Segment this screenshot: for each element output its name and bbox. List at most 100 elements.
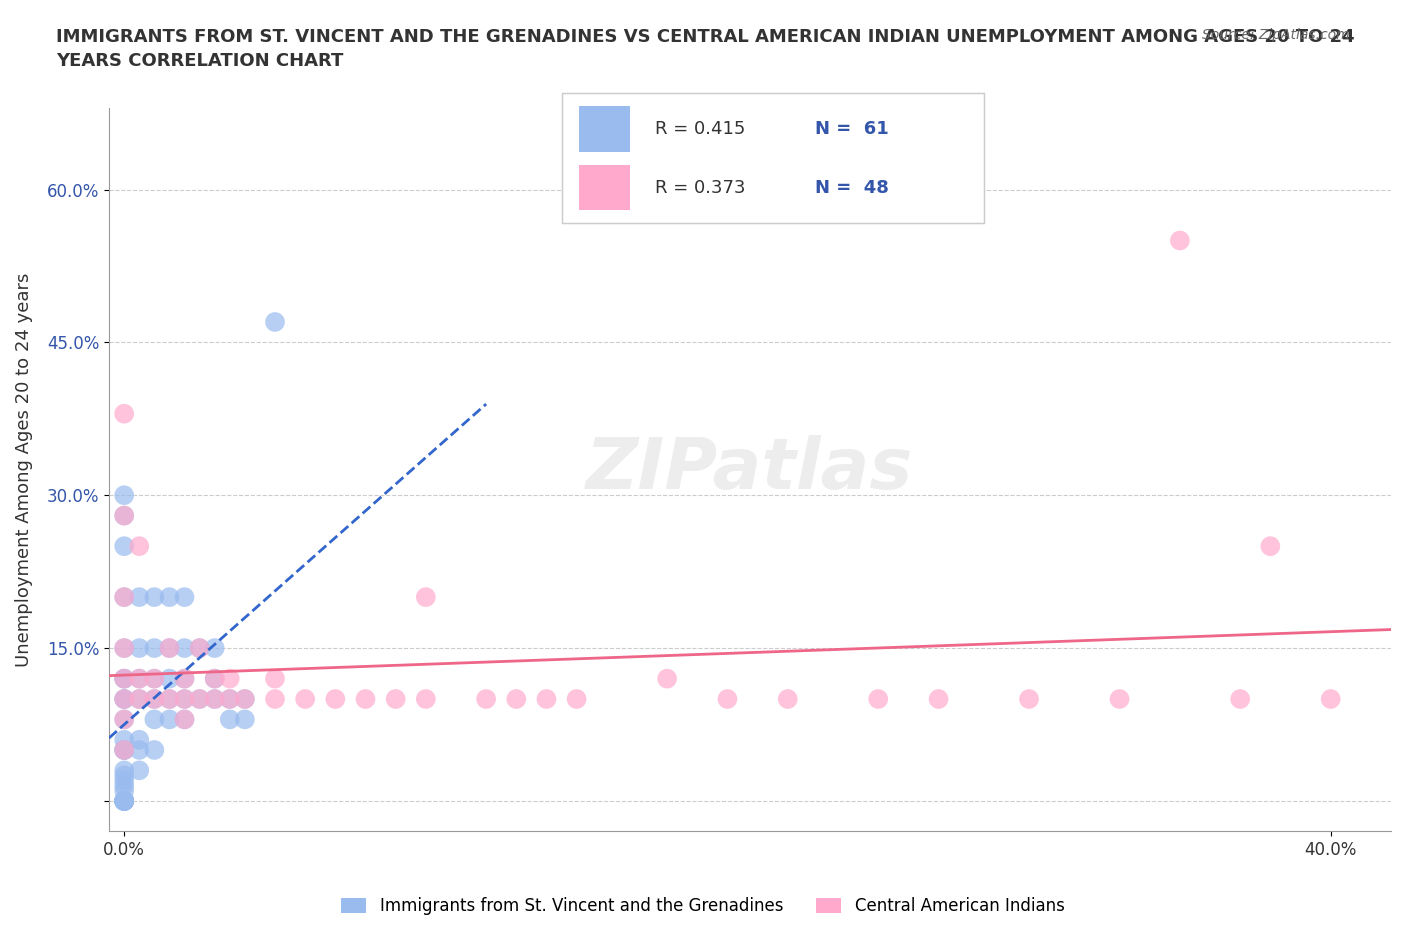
Text: R = 0.373: R = 0.373 xyxy=(655,179,745,197)
Point xyxy=(128,671,150,686)
Legend: Immigrants from St. Vincent and the Grenadines, Central American Indians: Immigrants from St. Vincent and the Gren… xyxy=(335,890,1071,922)
Point xyxy=(112,742,135,757)
Point xyxy=(159,671,181,686)
Point xyxy=(112,742,135,757)
Point xyxy=(112,793,135,808)
Point xyxy=(112,793,135,808)
Point xyxy=(159,590,181,604)
Point xyxy=(505,692,527,707)
Point xyxy=(143,671,166,686)
Point xyxy=(173,712,195,727)
Point xyxy=(112,793,135,808)
Point xyxy=(112,487,135,502)
Point xyxy=(716,692,738,707)
Point xyxy=(128,590,150,604)
Y-axis label: Unemployment Among Ages 20 to 24 years: Unemployment Among Ages 20 to 24 years xyxy=(15,272,32,667)
Point xyxy=(128,692,150,707)
Point xyxy=(112,763,135,777)
Point xyxy=(112,778,135,793)
Point xyxy=(475,692,498,707)
Point xyxy=(188,692,211,707)
Point xyxy=(112,793,135,808)
Point xyxy=(1319,692,1341,707)
Point xyxy=(112,793,135,808)
Point xyxy=(1108,692,1130,707)
Point xyxy=(112,590,135,604)
Point xyxy=(112,742,135,757)
Point xyxy=(159,641,181,656)
Point xyxy=(143,671,166,686)
Point xyxy=(204,671,226,686)
Point xyxy=(264,692,287,707)
Point xyxy=(112,793,135,808)
Point xyxy=(159,712,181,727)
Point xyxy=(128,732,150,747)
Text: IMMIGRANTS FROM ST. VINCENT AND THE GRENADINES VS CENTRAL AMERICAN INDIAN UNEMPL: IMMIGRANTS FROM ST. VINCENT AND THE GREN… xyxy=(56,28,1355,70)
Point xyxy=(112,590,135,604)
Point xyxy=(112,692,135,707)
Point xyxy=(143,641,166,656)
Point xyxy=(173,712,195,727)
Point xyxy=(159,692,181,707)
Point xyxy=(218,692,240,707)
Point xyxy=(536,692,558,707)
Point xyxy=(218,712,240,727)
Point xyxy=(204,692,226,707)
Point xyxy=(173,590,195,604)
Point xyxy=(112,671,135,686)
Text: Source: ZipAtlas.com: Source: ZipAtlas.com xyxy=(1202,28,1350,42)
Text: N =  48: N = 48 xyxy=(815,179,890,197)
Point xyxy=(354,692,377,707)
Point xyxy=(188,641,211,656)
Point xyxy=(159,641,181,656)
Point xyxy=(143,590,166,604)
Point xyxy=(112,712,135,727)
Point xyxy=(112,508,135,523)
Point xyxy=(112,793,135,808)
Point xyxy=(294,692,316,707)
Text: N =  61: N = 61 xyxy=(815,121,889,139)
Point xyxy=(112,671,135,686)
Text: ZIPatlas: ZIPatlas xyxy=(586,435,914,504)
Point xyxy=(112,641,135,656)
Point xyxy=(868,692,890,707)
Point xyxy=(112,783,135,798)
Point xyxy=(173,692,195,707)
Point xyxy=(112,641,135,656)
Point xyxy=(112,692,135,707)
Point xyxy=(415,590,437,604)
Point xyxy=(143,742,166,757)
Point xyxy=(128,671,150,686)
Point xyxy=(188,641,211,656)
Point xyxy=(128,763,150,777)
Point xyxy=(143,692,166,707)
Point xyxy=(143,692,166,707)
Point xyxy=(188,692,211,707)
Point xyxy=(112,671,135,686)
Point xyxy=(1260,538,1282,553)
Point xyxy=(128,692,150,707)
Point xyxy=(112,793,135,808)
Point xyxy=(928,692,950,707)
Point xyxy=(233,712,256,727)
Point xyxy=(776,692,799,707)
Point xyxy=(128,538,150,553)
Point xyxy=(173,641,195,656)
Point xyxy=(264,314,287,329)
Point xyxy=(112,773,135,788)
Point xyxy=(173,692,195,707)
Point xyxy=(233,692,256,707)
Point xyxy=(128,641,150,656)
Point xyxy=(415,692,437,707)
Point xyxy=(204,671,226,686)
Point xyxy=(1018,692,1040,707)
Point xyxy=(112,508,135,523)
Text: R = 0.415: R = 0.415 xyxy=(655,121,745,139)
Point xyxy=(112,768,135,783)
Point xyxy=(1168,233,1191,248)
Point xyxy=(565,692,588,707)
Point xyxy=(112,712,135,727)
Point xyxy=(233,692,256,707)
Point xyxy=(112,406,135,421)
Point xyxy=(173,671,195,686)
